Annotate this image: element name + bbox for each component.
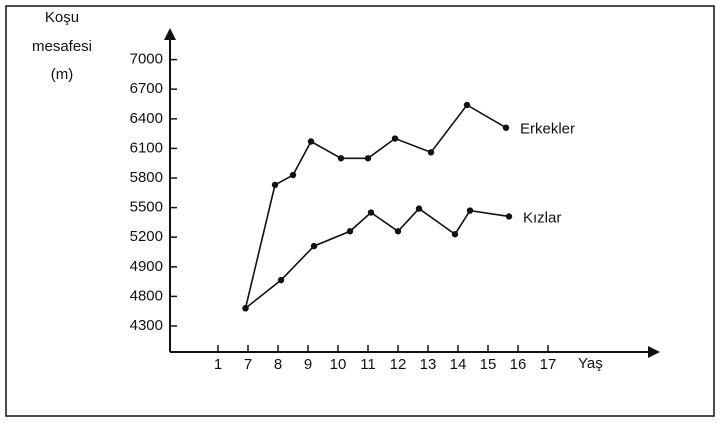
point [391, 135, 399, 142]
y-tick-label: 6400 [130, 110, 163, 127]
point [289, 171, 297, 179]
y-axis-title: (m) [51, 66, 74, 83]
point [505, 213, 513, 220]
series-line [245, 207, 510, 309]
x-tick-label: 10 [330, 356, 347, 373]
y-axis-title: mesafesi [32, 38, 92, 55]
point [367, 209, 375, 216]
x-tick-label: 12 [390, 356, 407, 373]
series-line [244, 103, 507, 309]
x-tick-label: 14 [450, 356, 467, 373]
x-axis-title: Yaş [578, 355, 603, 372]
point [466, 207, 474, 214]
y-tick-label: 4900 [130, 258, 163, 275]
y-tick-label: 5800 [130, 169, 163, 186]
x-tick-label: 13 [420, 356, 437, 373]
y-tick-label: 4300 [130, 317, 163, 334]
x-tick-label: 8 [274, 356, 282, 373]
x-axis-arrow [648, 346, 660, 358]
y-tick-label: 7000 [130, 51, 163, 68]
point [427, 149, 435, 156]
x-tick-label: 11 [360, 356, 376, 373]
x-tick-label: 17 [540, 356, 557, 373]
point [310, 242, 318, 250]
x-tick-label: 15 [480, 356, 497, 373]
point [364, 155, 372, 162]
point [346, 228, 354, 235]
x-tick-label: 9 [304, 356, 312, 373]
series-label: Kızlar [523, 209, 561, 226]
y-axis-title: Koşu [45, 9, 79, 26]
point [415, 205, 423, 212]
y-tick-label: 5500 [130, 199, 163, 216]
x-tick-label: 1 [214, 356, 222, 373]
y-tick-label: 6100 [130, 139, 163, 156]
y-tick-label: 5200 [130, 228, 163, 245]
frame [5, 5, 715, 417]
point [337, 155, 345, 162]
point [271, 181, 279, 189]
point [277, 276, 285, 284]
x-tick-label: 16 [510, 356, 527, 373]
x-tick-label: 7 [244, 356, 252, 373]
point [394, 228, 402, 235]
point [307, 138, 315, 145]
y-axis-arrow [164, 28, 176, 40]
point [463, 101, 471, 109]
series-label: Erkekler [520, 121, 575, 138]
point [242, 305, 249, 312]
y-tick-label: 6700 [130, 80, 163, 97]
point [502, 124, 510, 131]
y-tick-label: 4800 [130, 287, 163, 304]
point [451, 231, 459, 238]
